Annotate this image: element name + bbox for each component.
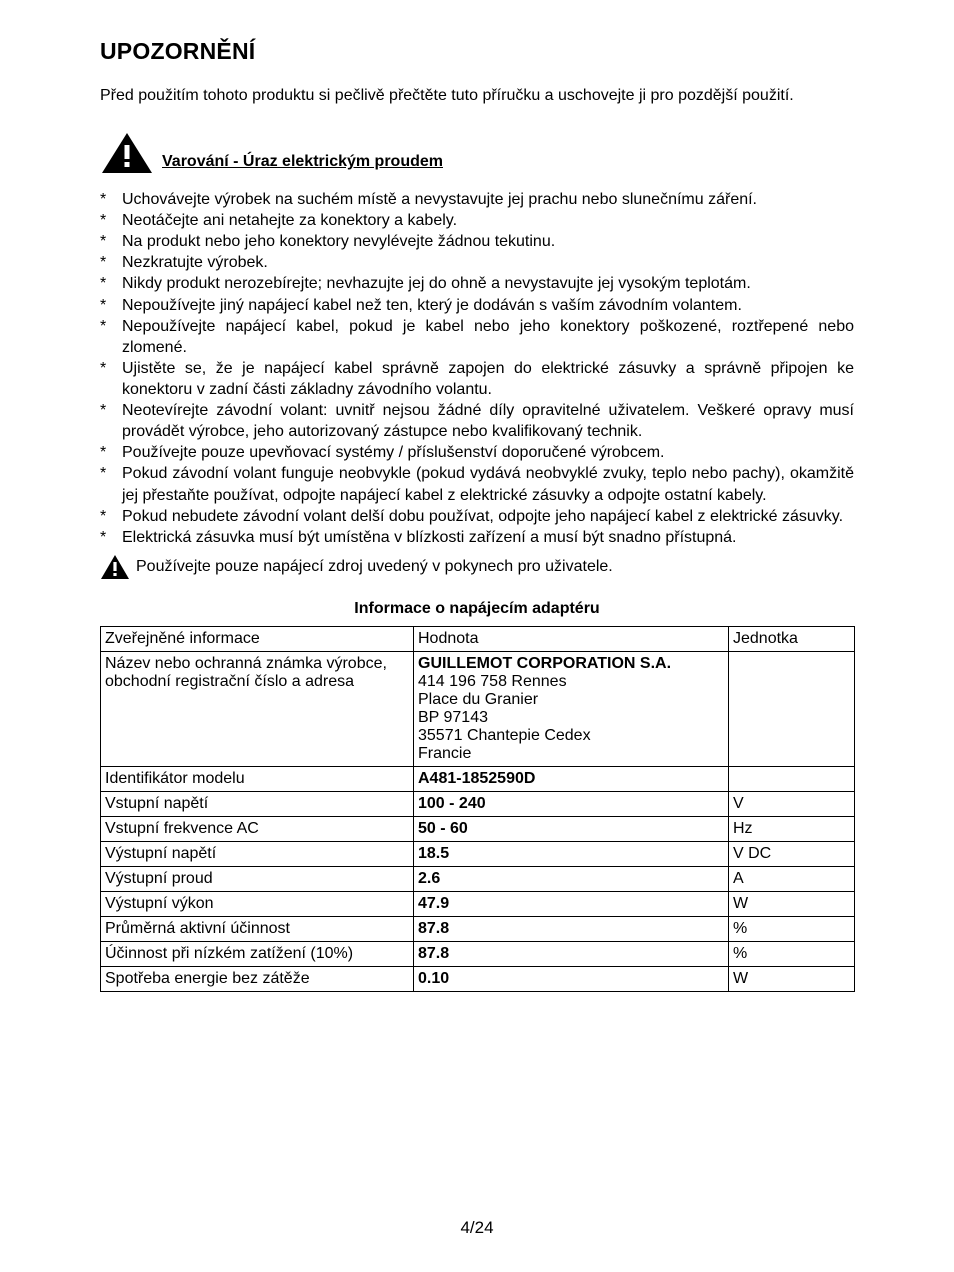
table-cell-value-bold: 50 - 60 <box>418 820 468 837</box>
table-cell-unit <box>729 651 855 766</box>
table-cell-label: Identifikátor modelu <box>101 766 414 791</box>
table-cell-unit <box>729 766 855 791</box>
warning-bullet-item: Používejte pouze upevňovací systémy / př… <box>100 442 854 463</box>
inline-warning-text: Používejte pouze napájecí zdroj uvedený … <box>136 558 613 576</box>
inline-warning-row: Používejte pouze napájecí zdroj uvedený … <box>100 554 854 580</box>
table-cell-value: 2.6 <box>414 866 729 891</box>
warning-bullet-item: Pokud závodní volant funguje neobvykle (… <box>100 463 854 505</box>
table-cell-value-bold: A481-1852590D <box>418 770 535 787</box>
adapter-info-table: Zveřejněné informaceHodnotaJednotkaNázev… <box>100 626 855 992</box>
warning-bullet-item: Nikdy produkt nerozebírejte; nevhazujte … <box>100 273 854 294</box>
table-cell-label: Spotřeba energie bez zátěže <box>101 966 414 991</box>
table-row: Účinnost při nízkém zatížení (10%)87.8% <box>101 941 855 966</box>
page-title: UPOZORNĚNÍ <box>100 38 854 65</box>
table-cell-label: Výstupní proud <box>101 866 414 891</box>
table-cell-label: Vstupní napětí <box>101 791 414 816</box>
table-cell-value: 50 - 60 <box>414 816 729 841</box>
table-cell-value-bold: GUILLEMOT CORPORATION S.A. <box>418 655 671 672</box>
warning-bullet-item: Neotevírejte závodní volant: uvnitř nejs… <box>100 400 854 442</box>
table-cell-value: 18.5 <box>414 841 729 866</box>
warning-bullet-item: Na produkt nebo jeho konektory nevylévej… <box>100 231 854 252</box>
warning-triangle-icon <box>100 131 154 175</box>
table-header-cell: Jednotka <box>729 626 855 651</box>
table-cell-value-bold: 2.6 <box>418 870 440 887</box>
table-cell-value: 47.9 <box>414 891 729 916</box>
table-cell-value-bold: 0.10 <box>418 970 449 987</box>
table-cell-value: 87.8 <box>414 941 729 966</box>
table-row: Vstupní frekvence AC50 - 60 Hz <box>101 816 855 841</box>
table-cell-value: 100 - 240 <box>414 791 729 816</box>
table-cell-label: Název nebo ochranná známka výrobce, obch… <box>101 651 414 766</box>
table-row: Průměrná aktivní účinnost87.8% <box>101 916 855 941</box>
table-cell-value: 87.8 <box>414 916 729 941</box>
table-cell-unit: Hz <box>729 816 855 841</box>
table-cell-value-bold: 100 - 240 <box>418 795 486 812</box>
table-row: Název nebo ochranná známka výrobce, obch… <box>101 651 855 766</box>
table-cell-label: Průměrná aktivní účinnost <box>101 916 414 941</box>
table-cell-value: 0.10 <box>414 966 729 991</box>
table-row: Výstupní proud2.6 A <box>101 866 855 891</box>
table-cell-label: Výstupní napětí <box>101 841 414 866</box>
table-cell-unit: W <box>729 966 855 991</box>
table-cell-value-bold: 47.9 <box>418 895 449 912</box>
intro-paragraph: Před použitím tohoto produktu si pečlivě… <box>100 87 854 105</box>
table-cell-label: Vstupní frekvence AC <box>101 816 414 841</box>
table-cell-unit: % <box>729 916 855 941</box>
warning-bullet-item: Nepoužívejte jiný napájecí kabel než ten… <box>100 295 854 316</box>
table-cell-value-lines: 414 196 758 Rennes Place du Granier BP 9… <box>418 673 591 762</box>
warning-heading-text: Varování - Úraz elektrickým proudem <box>162 153 443 175</box>
table-row: Identifikátor modeluA481-1852590D <box>101 766 855 791</box>
warning-bullet-item: Elektrická zásuvka musí být umístěna v b… <box>100 527 854 548</box>
warning-bullet-item: Pokud nebudete závodní volant delší dobu… <box>100 506 854 527</box>
table-cell-value-bold: 87.8 <box>418 945 449 962</box>
table-row: Výstupní výkon47.9 W <box>101 891 855 916</box>
table-cell-unit: V DC <box>729 841 855 866</box>
table-cell-value: GUILLEMOT CORPORATION S.A.414 196 758 Re… <box>414 651 729 766</box>
warning-bullet-item: Neotáčejte ani netahejte za konektory a … <box>100 210 854 231</box>
warning-triangle-small-icon <box>100 554 130 580</box>
page-number: 4/24 <box>0 1218 954 1238</box>
table-row: Výstupní napětí18.5 V DC <box>101 841 855 866</box>
warning-bullet-item: Nezkratujte výrobek. <box>100 252 854 273</box>
document-page: UPOZORNĚNÍ Před použitím tohoto produktu… <box>0 0 954 1272</box>
table-row: Vstupní napětí100 - 240 V <box>101 791 855 816</box>
table-cell-unit: % <box>729 941 855 966</box>
table-cell-unit: W <box>729 891 855 916</box>
table-cell-unit: V <box>729 791 855 816</box>
table-header-cell: Hodnota <box>414 626 729 651</box>
table-row: Spotřeba energie bez zátěže0.10 W <box>101 966 855 991</box>
table-cell-label: Výstupní výkon <box>101 891 414 916</box>
table-cell-value-bold: 18.5 <box>418 845 449 862</box>
warning-bullet-item: Ujistěte se, že je napájecí kabel správn… <box>100 358 854 400</box>
table-cell-value-bold: 87.8 <box>418 920 449 937</box>
table-cell-value: A481-1852590D <box>414 766 729 791</box>
adapter-table-title: Informace o napájecím adaptéru <box>100 600 854 618</box>
table-cell-unit: A <box>729 866 855 891</box>
table-header-row: Zveřejněné informaceHodnotaJednotka <box>101 626 855 651</box>
warning-bullet-item: Uchovávejte výrobek na suchém místě a ne… <box>100 189 854 210</box>
warning-bullet-list: Uchovávejte výrobek na suchém místě a ne… <box>100 189 854 548</box>
table-header-cell: Zveřejněné informace <box>101 626 414 651</box>
warning-bullet-item: Nepoužívejte napájecí kabel, pokud je ka… <box>100 316 854 358</box>
warning-heading-row: Varování - Úraz elektrickým proudem <box>100 131 854 175</box>
table-cell-label: Účinnost při nízkém zatížení (10%) <box>101 941 414 966</box>
